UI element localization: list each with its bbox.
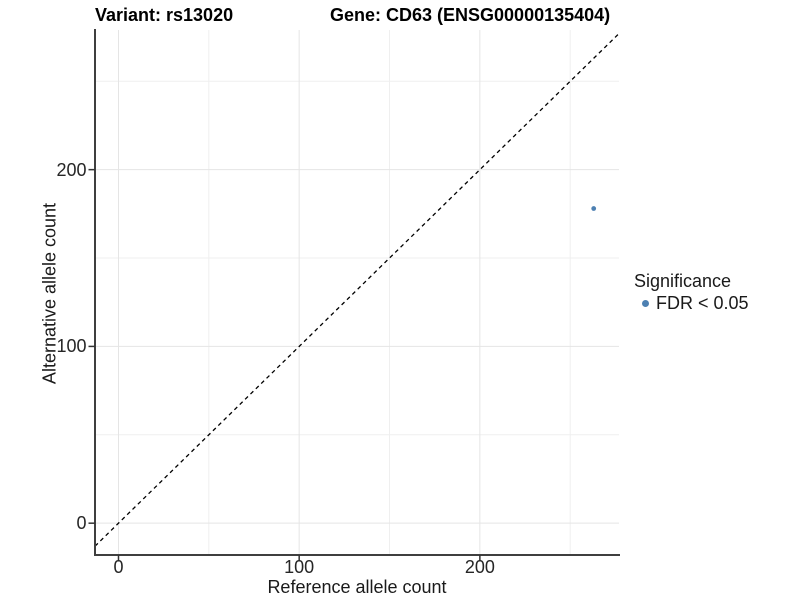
y-tick-label-100: 100 <box>56 336 87 357</box>
x-tick-label-0: 0 <box>113 557 124 577</box>
x-tick-label-200: 200 <box>464 557 495 577</box>
variant-title: Variant: rs13020 <box>95 5 234 25</box>
axis-lines <box>94 29 620 556</box>
scatter-point-0 <box>591 206 597 211</box>
y-tick-label-0: 0 <box>76 513 87 534</box>
legend-point-swatch <box>642 300 649 307</box>
x-axis-title: Reference allele count <box>267 577 447 597</box>
legend-title: Significance <box>634 271 732 291</box>
data-points <box>591 206 597 211</box>
tick-marks <box>88 168 481 562</box>
y-tick-label-200: 200 <box>56 159 87 180</box>
gene-title: Gene: CD63 (ENSG00000135404) <box>330 5 611 25</box>
legend-item-label: FDR < 0.05 <box>656 293 749 313</box>
minor-gridlines <box>95 30 619 555</box>
legend-item: FDR < 0.05 <box>634 294 749 313</box>
legend: Significance FDR < 0.05 <box>634 271 749 313</box>
y-axis-title: Alternative allele count <box>39 202 60 385</box>
x-tick-label-100: 100 <box>284 557 315 577</box>
identity-line <box>94 33 620 547</box>
identity-reference-line <box>94 33 620 547</box>
major-gridlines <box>95 30 619 555</box>
